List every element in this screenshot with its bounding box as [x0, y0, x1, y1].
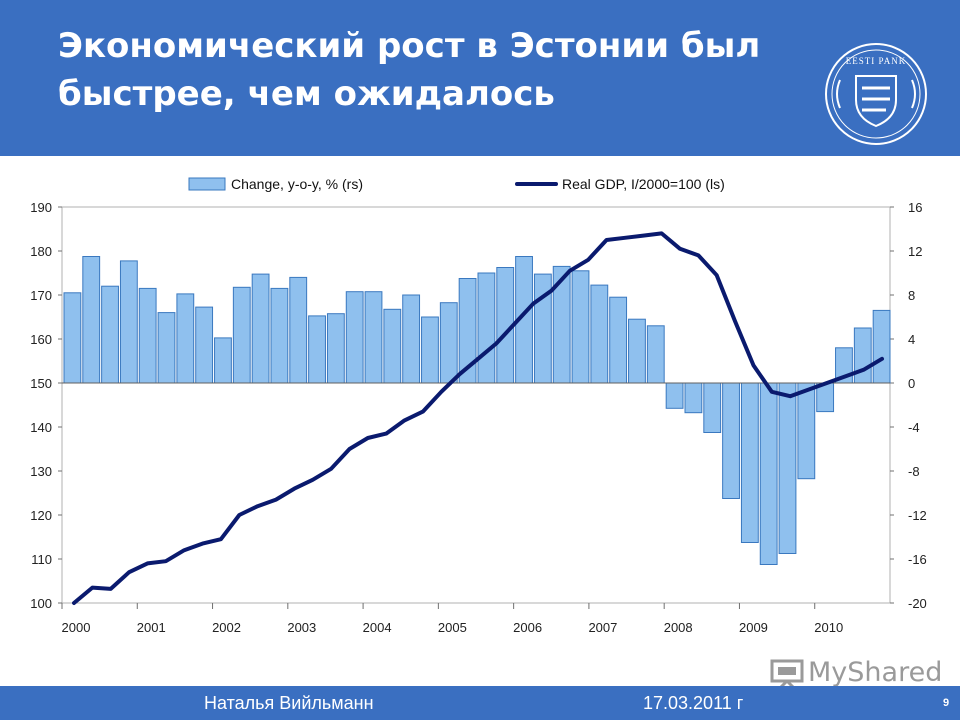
bar: [703, 382, 722, 433]
bar: [176, 293, 195, 384]
right-tick-label: 0: [908, 376, 915, 391]
bar: [571, 270, 590, 384]
right-tick-label: -4: [908, 420, 920, 435]
gdp-chart: 190 180 170 160 150 140 130 120 110 100 16 12 8 4 0 -4 -…: [30, 176, 927, 635]
bar: [383, 308, 402, 384]
plot-frame: [61, 206, 891, 604]
right-tick-label: -20: [908, 596, 927, 611]
bar: [289, 276, 308, 384]
left-tick-label: 110: [31, 552, 52, 567]
bar: [590, 284, 609, 384]
eesti-pank-logo: EESTI PANK: [825, 43, 927, 145]
x-tick-label: 2007: [588, 620, 617, 635]
right-tick-label: -12: [908, 508, 927, 523]
bar: [326, 313, 345, 384]
slide-footer: Наталья Вийльманн 17.03.2011 г 9: [0, 686, 960, 720]
bar: [101, 285, 119, 384]
right-tick-label: -16: [908, 552, 927, 567]
bar: [270, 287, 289, 384]
x-tick-label: 2009: [739, 620, 768, 635]
presentation-icon: [770, 659, 804, 689]
bar: [722, 382, 740, 499]
bar: [646, 325, 665, 384]
x-tick-label: 2008: [664, 620, 693, 635]
x-tick-label: 2002: [212, 620, 241, 635]
left-tick-label: 150: [30, 376, 52, 391]
bar: [232, 286, 251, 384]
right-tick-label: 8: [908, 288, 915, 303]
bar: [684, 382, 703, 414]
bar: [797, 382, 816, 480]
logo-text: EESTI PANK: [846, 56, 906, 66]
bar: [740, 382, 759, 543]
bar: [778, 382, 797, 554]
right-tick-label: -8: [908, 464, 920, 479]
bar: [157, 312, 176, 384]
watermark-text: MyShared: [808, 657, 943, 688]
left-tick-label: 190: [30, 200, 52, 215]
bar: [421, 316, 439, 384]
page-number: 9: [943, 697, 950, 709]
bar: [665, 382, 684, 409]
x-tick-label: 2000: [62, 620, 91, 635]
bar: [402, 294, 421, 384]
bar: [853, 327, 872, 384]
footer-date: 17.03.2011 г: [643, 693, 744, 713]
chart-area: 190 180 170 160 150 140 130 120 110 100 16 12 8 4 0 -4 -…: [0, 156, 960, 684]
slide-title: Экономический рост в Эстонии был быстрее…: [58, 26, 761, 114]
left-tick-label: 180: [30, 244, 52, 259]
left-tick-label: 100: [30, 596, 52, 611]
bar: [364, 291, 383, 384]
bar: [759, 382, 778, 565]
bar: [214, 337, 232, 384]
gdp-line: [72, 231, 884, 605]
bar: [195, 306, 214, 384]
bar: [119, 260, 138, 384]
slide-header: Экономический рост в Эстонии был быстрее…: [0, 0, 960, 156]
x-tick-label: 2006: [513, 620, 542, 635]
x-tick-label: 2003: [287, 620, 316, 635]
bar: [345, 291, 364, 384]
left-tick-label: 130: [30, 464, 52, 479]
bar: [138, 287, 157, 384]
legend-line-label: Real GDP, I/2000=100 (ls): [562, 176, 725, 192]
right-tick-label: 12: [908, 244, 922, 259]
bar: [872, 309, 891, 384]
legend-bar-swatch: [188, 177, 226, 191]
left-tick-label: 160: [30, 332, 52, 347]
left-tick-label: 120: [30, 508, 52, 523]
right-tick-label: 4: [908, 332, 915, 347]
bar: [609, 296, 628, 384]
x-tick-label: 2001: [137, 620, 166, 635]
left-tick-label: 140: [30, 420, 52, 435]
x-tick-label: 2005: [438, 620, 467, 635]
bar: [251, 273, 270, 384]
watermark: MyShared: [768, 655, 958, 695]
bar: [82, 256, 101, 384]
bar: [628, 318, 646, 384]
x-tick-label: 2010: [814, 620, 843, 635]
footer-author: Наталья Вийльманн: [204, 693, 374, 713]
bar: [477, 272, 496, 384]
bar: [439, 302, 458, 384]
bar: [308, 315, 326, 384]
x-tick-label: 2004: [363, 620, 392, 635]
right-tick-label: 16: [908, 200, 922, 215]
bar: [63, 292, 82, 384]
left-tick-label: 170: [30, 288, 52, 303]
legend-bar-label: Change, y-o-y, % (rs): [231, 176, 363, 192]
